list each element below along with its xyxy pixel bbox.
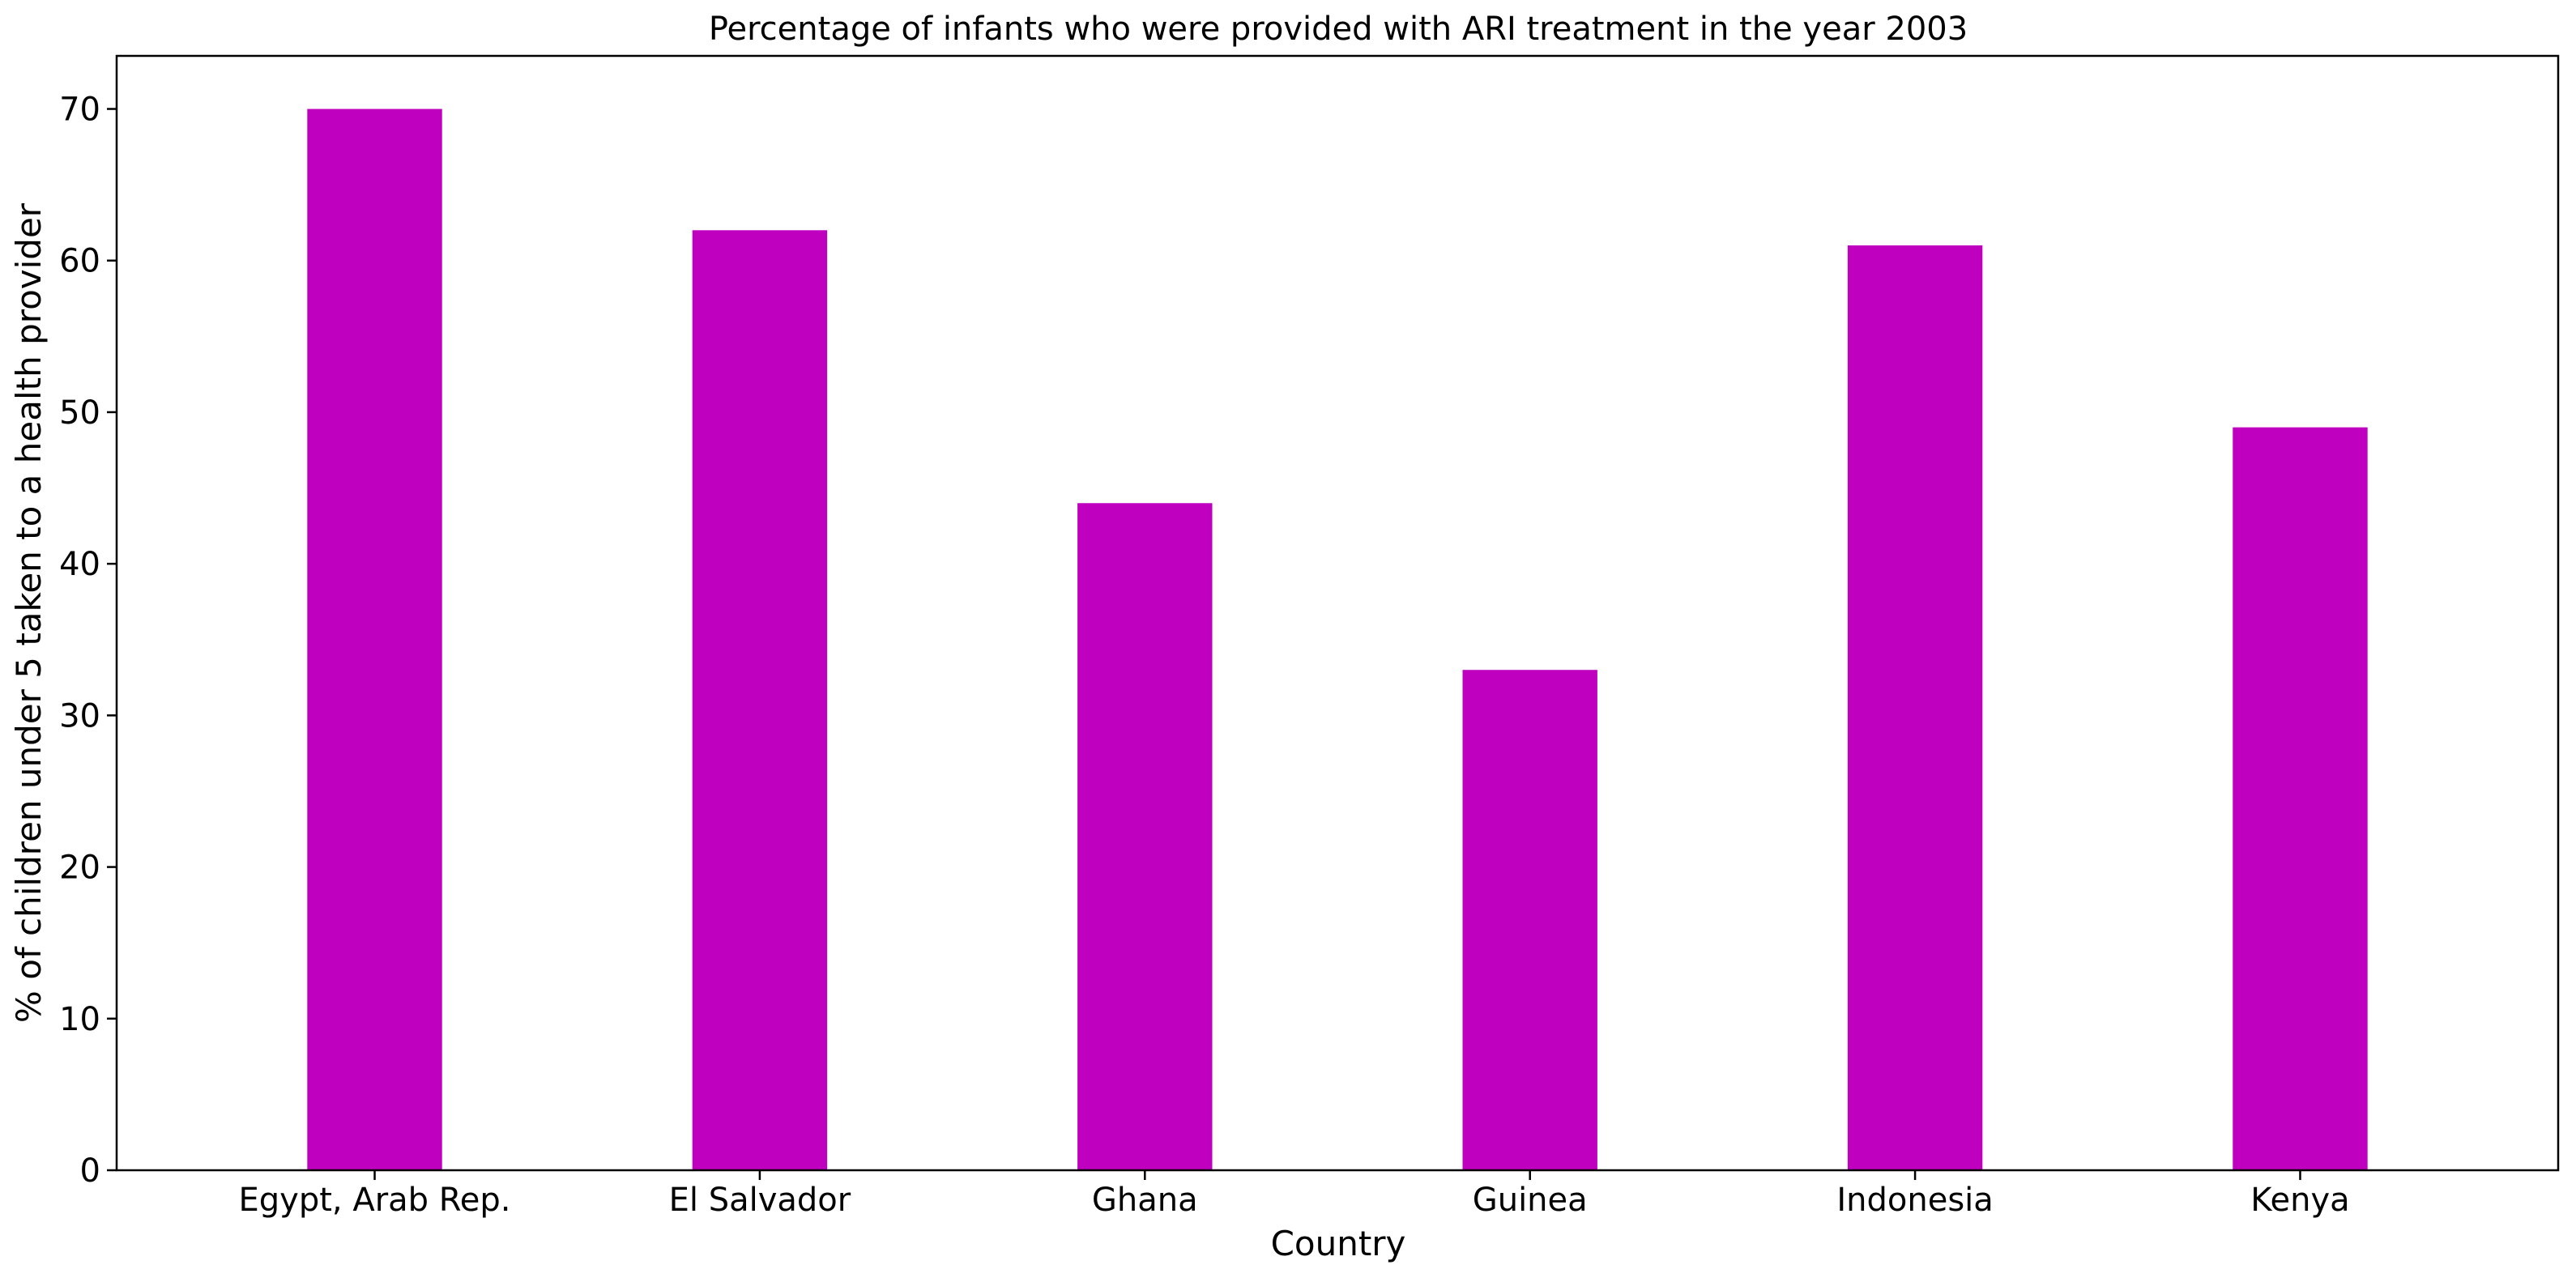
x-tick-label: Egypt, Arab Rep. [239,1182,511,1219]
y-tick-label: 60 [59,243,100,280]
y-tick-label: 10 [59,1001,100,1038]
x-tick-label: Kenya [2250,1182,2349,1219]
bar [1077,503,1213,1170]
x-tick-label: Indonesia [1836,1182,1993,1219]
y-tick-label: 0 [80,1152,100,1190]
x-axis-label: Country [1271,1224,1406,1263]
plot-area-frame [115,54,2560,1172]
x-tick-label: Ghana [1092,1182,1198,1219]
bar [1462,670,1597,1170]
y-axis-label: % of children under 5 taken to a health … [9,202,49,1023]
y-axis: 0 10 20 30 40 50 60 70 [59,92,117,1190]
x-axis: Egypt, Arab Rep. El Salvador Ghana Guinea In… [239,1170,2350,1219]
chart-title: Percentage of infants who were provided … [709,11,1968,48]
x-tick-label: El Salvador [669,1182,851,1219]
bar [692,230,828,1171]
y-tick-label: 30 [59,697,100,735]
y-tick-label: 20 [59,850,100,887]
x-tick-label: Guinea [1473,1182,1588,1219]
bar [2233,427,2368,1170]
bar [1847,245,1983,1170]
y-tick-label: 70 [59,92,100,129]
y-tick-label: 40 [59,546,100,583]
y-tick-label: 50 [59,394,100,432]
bars-layer [307,109,2368,1171]
bar [307,109,442,1170]
